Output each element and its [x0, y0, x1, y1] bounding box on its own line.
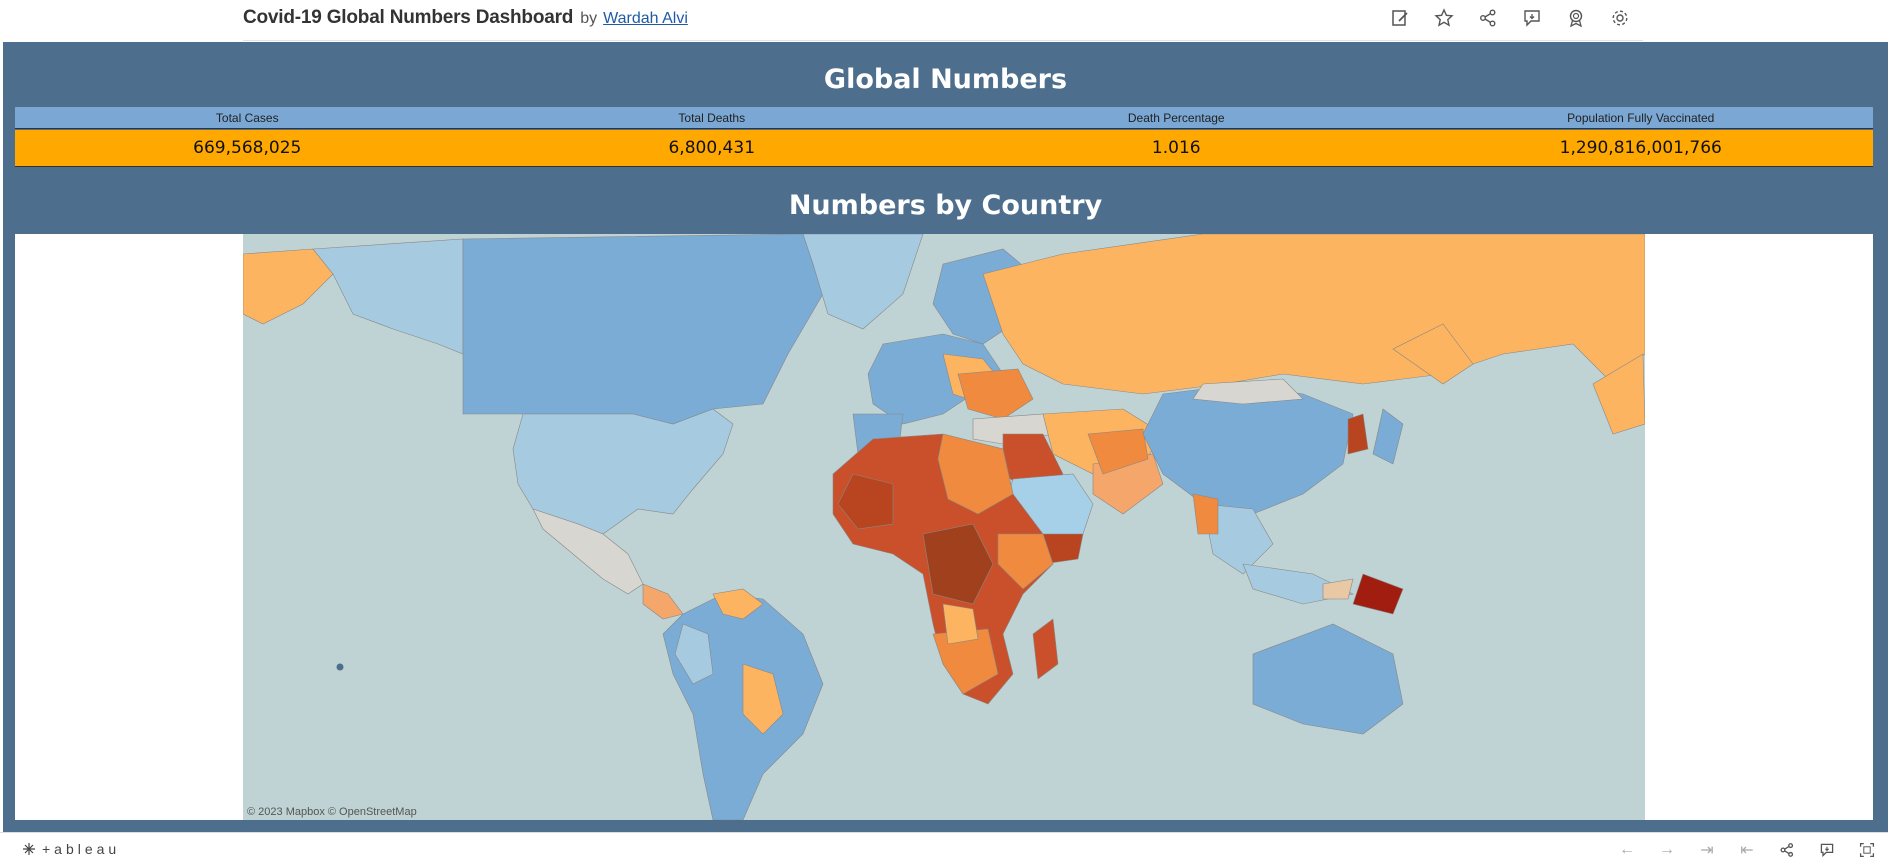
country-shape[interactable]: [922, 523, 994, 605]
tableau-logo-text: +ableau: [42, 841, 121, 857]
country-shape[interactable]: [742, 663, 784, 735]
edit-icon[interactable]: [1386, 4, 1414, 32]
country-shape[interactable]: [1192, 378, 1304, 405]
download-icon[interactable]: [1816, 839, 1838, 861]
redo-icon[interactable]: →: [1659, 841, 1675, 858]
by-label: by: [580, 10, 598, 27]
share-icon[interactable]: [1474, 4, 1502, 32]
numbers-by-country-title: Numbers by Country: [788, 190, 1103, 221]
country-shape[interactable]: [532, 508, 644, 595]
tableau-footer: +ableau ← → ⇥ ⇤: [0, 832, 1888, 867]
metrics-value-row: 669,568,025 6,800,431 1.016 1,290,816,00…: [15, 130, 1873, 167]
viz-title: Covid-19 Global Numbers Dashboard by War…: [243, 7, 688, 31]
map-attribution[interactable]: © 2023 Mapbox © OpenStreetMap: [247, 806, 417, 818]
undo-icon[interactable]: ←: [1619, 841, 1635, 858]
country-shape[interactable]: [674, 623, 714, 685]
global-numbers-title: Global Numbers: [823, 64, 1068, 95]
share-icon[interactable]: [1776, 839, 1798, 861]
country-shape[interactable]: [1392, 323, 1474, 385]
title-bar: Covid-19 Global Numbers Dashboard by War…: [0, 0, 1888, 42]
viz-navigation: ← → ⇥ ⇤: [1616, 839, 1878, 861]
value-total-deaths[interactable]: 6,800,431: [668, 138, 756, 158]
viz-toolbar: [1386, 4, 1634, 32]
country-shape[interactable]: [1322, 578, 1354, 600]
dashboard-canvas: Global Numbers Total Cases Total Deaths …: [3, 42, 1888, 832]
revert-icon[interactable]: ⇥: [1700, 842, 1714, 859]
badge-icon[interactable]: [1562, 4, 1590, 32]
value-population-vaccinated[interactable]: 1,290,816,001,766: [1559, 138, 1722, 158]
world-map-svg: [243, 234, 1645, 820]
country-shape[interactable]: [642, 583, 684, 620]
tableau-logo-icon: [23, 843, 35, 855]
star-icon[interactable]: [1430, 4, 1458, 32]
country-shape[interactable]: [712, 588, 764, 620]
country-shape[interactable]: [1252, 623, 1404, 735]
comment-icon[interactable]: [1518, 4, 1546, 32]
gear-icon[interactable]: [1606, 4, 1634, 32]
country-shape[interactable]: [937, 433, 1014, 515]
country-shape[interactable]: [932, 628, 999, 695]
country-shape[interactable]: [1032, 618, 1059, 680]
map-container: © 2023 Mapbox © OpenStreetMap: [15, 234, 1873, 820]
country-shape[interactable]: [802, 234, 924, 330]
country-shape[interactable]: [957, 368, 1034, 420]
author-link[interactable]: Wardah Alvi: [603, 10, 688, 27]
country-shape[interactable]: [1202, 503, 1274, 575]
country-shape[interactable]: [1352, 573, 1404, 615]
country-shape[interactable]: [1347, 413, 1369, 455]
reset-icon[interactable]: ⇤: [1740, 842, 1754, 859]
dashboard-title: Covid-19 Global Numbers Dashboard: [243, 7, 574, 28]
header-population-vaccinated: Population Fully Vaccinated: [1567, 111, 1715, 125]
country-shape[interactable]: [997, 533, 1054, 590]
country-shape[interactable]: [1592, 353, 1645, 435]
country-shape[interactable]: [512, 408, 734, 535]
metrics-header-row: Total Cases Total Deaths Death Percentag…: [15, 107, 1873, 129]
header-total-cases: Total Cases: [215, 111, 279, 125]
country-shape[interactable]: [837, 473, 894, 530]
country-shape[interactable]: [942, 603, 979, 645]
island-marker[interactable]: [336, 663, 344, 671]
fullscreen-icon[interactable]: [1856, 839, 1878, 861]
world-map[interactable]: © 2023 Mapbox © OpenStreetMap: [243, 234, 1645, 820]
value-death-percentage[interactable]: 1.016: [1151, 138, 1201, 158]
divider: [243, 40, 1643, 41]
header-death-percentage: Death Percentage: [1127, 111, 1225, 125]
tableau-logo[interactable]: +ableau: [22, 841, 120, 857]
country-shape[interactable]: [1192, 493, 1219, 535]
country-shape[interactable]: [1372, 408, 1404, 465]
country-shape[interactable]: [867, 333, 1004, 425]
header-total-deaths: Total Deaths: [678, 111, 746, 125]
value-total-cases[interactable]: 669,568,025: [193, 138, 302, 158]
country-shape[interactable]: [1087, 428, 1149, 475]
